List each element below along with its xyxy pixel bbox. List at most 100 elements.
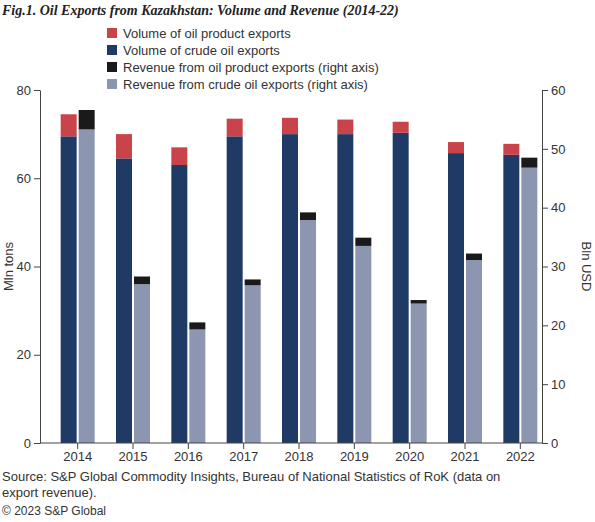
bars xyxy=(61,110,538,443)
tick-label: 30 xyxy=(551,259,565,274)
y2-axis-title: Bln USD xyxy=(579,242,594,292)
bar xyxy=(300,220,316,443)
legend-item: Revenue from oil product exports (right … xyxy=(107,60,379,75)
tick-label: 0 xyxy=(551,436,558,451)
tick: 2018 xyxy=(285,443,314,464)
legend-label: Volume of oil product exports xyxy=(123,26,291,41)
bar xyxy=(337,134,353,443)
tick: 20 xyxy=(542,318,565,333)
tick-mark xyxy=(34,90,40,91)
tick: 0 xyxy=(542,436,558,451)
bar xyxy=(79,110,95,129)
bar xyxy=(466,260,482,443)
tick-mark xyxy=(542,149,548,150)
tick-mark xyxy=(354,443,355,449)
tick-mark xyxy=(465,443,466,449)
tick-mark xyxy=(520,443,521,449)
tick-mark xyxy=(542,443,548,444)
tick-label: 80 xyxy=(17,83,31,98)
tick: 2019 xyxy=(340,443,369,464)
tick-label: 2017 xyxy=(229,449,258,464)
tick-mark xyxy=(34,355,40,356)
tick-label: 2021 xyxy=(451,449,480,464)
bar xyxy=(134,284,150,443)
tick-label: 20 xyxy=(17,347,31,362)
bar xyxy=(521,158,537,168)
bar xyxy=(282,134,298,443)
bar xyxy=(466,254,482,260)
tick: 2015 xyxy=(119,443,148,464)
tick: 10 xyxy=(542,377,565,392)
legend-item: Volume of oil product exports xyxy=(107,26,291,41)
y-axis: 0 20 40 60 80 xyxy=(17,83,41,451)
bar xyxy=(355,246,371,443)
tick-label: 60 xyxy=(17,171,31,186)
bar xyxy=(393,133,409,443)
bar xyxy=(61,114,77,136)
chart-svg: Fig.1. Oil Exports from Kazakhstan: Volu… xyxy=(0,0,595,522)
bar xyxy=(337,120,353,135)
tick-mark xyxy=(188,443,189,449)
bar xyxy=(227,119,243,137)
tick-label: 0 xyxy=(24,436,31,451)
tick-mark xyxy=(34,178,40,179)
tick-mark xyxy=(34,267,40,268)
source-note: export revenue). xyxy=(2,485,97,500)
tick: 60 xyxy=(17,171,40,186)
legend: Volume of oil product exports Volume of c… xyxy=(107,26,379,92)
tick: 2014 xyxy=(63,443,92,464)
bar xyxy=(411,300,427,304)
tick-label: 2014 xyxy=(63,449,92,464)
tick-mark xyxy=(299,443,300,449)
bar xyxy=(171,165,187,443)
tick: 2020 xyxy=(395,443,424,464)
tick-mark xyxy=(542,90,548,91)
bar xyxy=(521,168,537,443)
tick-mark xyxy=(133,443,134,449)
bar xyxy=(227,136,243,443)
bar xyxy=(171,147,187,165)
bar xyxy=(61,136,77,443)
tick-label: 10 xyxy=(551,377,565,392)
bar xyxy=(189,322,205,329)
tick: 0 xyxy=(24,436,40,451)
tick: 2022 xyxy=(506,443,535,464)
bar xyxy=(448,142,464,153)
legend-item: Volume of crude oil exports xyxy=(107,43,280,58)
tick-label: 50 xyxy=(551,141,565,156)
tick: 30 xyxy=(542,259,565,274)
tick: 80 xyxy=(17,83,40,98)
bar xyxy=(503,155,519,443)
tick-label: 2018 xyxy=(285,449,314,464)
tick-label: 2020 xyxy=(395,449,424,464)
tick: 2021 xyxy=(451,443,480,464)
legend-label: Volume of crude oil exports xyxy=(123,43,280,58)
tick-label: 2022 xyxy=(506,449,535,464)
bar xyxy=(79,129,95,443)
legend-swatch xyxy=(107,79,117,89)
bar xyxy=(355,238,371,246)
bar xyxy=(245,279,261,285)
tick: 2016 xyxy=(174,443,203,464)
bar xyxy=(116,158,132,443)
bar xyxy=(300,212,316,220)
bar xyxy=(134,277,150,285)
tick-mark xyxy=(542,384,548,385)
legend-label: Revenue from oil product exports (right … xyxy=(123,60,379,75)
tick: 40 xyxy=(542,200,565,215)
tick-label: 2019 xyxy=(340,449,369,464)
tick: 20 xyxy=(17,347,40,362)
bar xyxy=(393,122,409,133)
tick-mark xyxy=(243,443,244,449)
x-axis: 2014 2015 2016 2017 2018 2019 2020 2021 2022 xyxy=(40,443,542,464)
tick-mark xyxy=(77,443,78,449)
legend-swatch xyxy=(107,45,117,55)
legend-swatch xyxy=(107,62,117,72)
tick: 40 xyxy=(17,259,40,274)
tick-label: 2015 xyxy=(119,449,148,464)
tick-label: 20 xyxy=(551,318,565,333)
legend-item: Revenue from crude oil exports (right ax… xyxy=(107,77,368,92)
tick-label: 40 xyxy=(551,200,565,215)
tick-mark xyxy=(542,208,548,209)
tick: 2017 xyxy=(229,443,258,464)
